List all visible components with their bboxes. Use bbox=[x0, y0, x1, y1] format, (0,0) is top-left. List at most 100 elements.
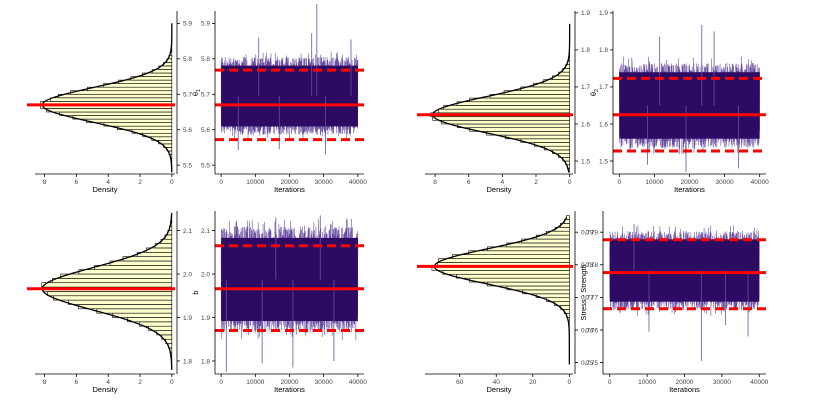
x-tick-label: 20000 bbox=[680, 179, 698, 186]
y-tick-label: 1.5 bbox=[599, 158, 608, 165]
x-tick-label: 2 bbox=[138, 379, 142, 386]
y-tick-label: 1.9 bbox=[599, 10, 608, 17]
y-tick-label: 0.78 bbox=[581, 262, 594, 269]
histogram-bar bbox=[60, 273, 173, 279]
histogram-bar bbox=[469, 97, 570, 103]
trace-core bbox=[609, 239, 760, 302]
y-axis-title-subscript: 2 bbox=[594, 89, 600, 92]
x-tick-label: 20 bbox=[529, 379, 537, 386]
histogram-bar bbox=[442, 270, 570, 275]
histogram-bar bbox=[78, 269, 173, 275]
x-tick-label: 30000 bbox=[315, 379, 333, 386]
histogram-bar bbox=[432, 116, 570, 121]
histogram-bar bbox=[86, 118, 173, 123]
density-curve bbox=[41, 213, 173, 370]
histogram-bar bbox=[67, 299, 173, 305]
x-tick-label: 0 bbox=[608, 379, 612, 386]
trace-panel: 0 10000 20000 30000 40000 1.5 1.6 1.7 1.8 1.9 Iter… bbox=[589, 10, 769, 194]
histogram-bar bbox=[503, 90, 570, 95]
y-axis-title-main: θ bbox=[589, 92, 598, 96]
histogram-bar bbox=[520, 86, 570, 91]
density-panel: 8 6 4 2 0 Density 1.8 1.9 2.0 2.1 bbox=[27, 211, 192, 394]
trace-panel: 0 10000 20000 30000 40000 1.8 1.9 2.0 2.1 Iterati… bbox=[191, 211, 367, 394]
histogram-bar bbox=[118, 79, 173, 84]
y-tick-label: 1.9 bbox=[183, 315, 192, 322]
y-axis-title: Stress - Strength bbox=[579, 264, 588, 320]
histogram-bar bbox=[443, 105, 570, 110]
y-tick-label: 1.6 bbox=[581, 121, 590, 128]
histogram-bar bbox=[53, 295, 173, 301]
trace-panel: 0 10000 20000 30000 40000 5.5 5.6 5.7 5.8 5.9 Iter… bbox=[191, 3, 367, 194]
y-tick-label: 0.75 bbox=[585, 360, 598, 367]
x-tick-label: 8 bbox=[433, 179, 437, 186]
x-axis-title: Density bbox=[92, 185, 117, 194]
x-tick-label: 10000 bbox=[645, 179, 663, 186]
density-panel: 8 6 4 2 0 Density 5.5 5.6 5.7 5.8 5.9 bbox=[27, 11, 192, 194]
y-tick-label: 0.77 bbox=[585, 295, 598, 302]
histogram-bar bbox=[468, 250, 570, 255]
histogram-bar bbox=[52, 278, 173, 284]
x-tick-label: 10000 bbox=[638, 379, 656, 386]
y-tick-label: 1.6 bbox=[599, 121, 608, 128]
histogram-bar bbox=[438, 258, 570, 263]
x-tick-label: 10000 bbox=[246, 379, 264, 386]
y-tick-label: 5.5 bbox=[183, 162, 192, 169]
y-axis-title-main: Stress - Strength bbox=[579, 264, 588, 320]
y-tick-label: 2.1 bbox=[183, 228, 192, 235]
x-tick-label: 20000 bbox=[280, 179, 298, 186]
y-tick-label: 5.9 bbox=[183, 21, 192, 28]
y-tick-label: 5.9 bbox=[201, 21, 210, 28]
x-tick-label: 0 bbox=[618, 179, 622, 186]
density-panel: 60 40 20 0 Density 0.75 0.76 0.77 0.78 0.79 bbox=[417, 211, 594, 394]
x-tick-label: 2 bbox=[138, 179, 142, 186]
x-tick-label: 6 bbox=[467, 179, 471, 186]
histogram-bar bbox=[103, 122, 173, 127]
x-axis-title: Density bbox=[486, 185, 511, 194]
y-tick-label: 0.76 bbox=[581, 327, 594, 334]
histogram-bar bbox=[469, 127, 570, 132]
histogram-bar bbox=[87, 86, 173, 92]
histogram-bar bbox=[41, 282, 173, 288]
y-tick-label: 1.5 bbox=[581, 158, 590, 165]
histogram-bar bbox=[78, 304, 173, 310]
histogram-bar bbox=[486, 281, 570, 287]
y-tick-label: 0.76 bbox=[585, 327, 598, 334]
histogram-bar bbox=[72, 115, 173, 120]
trace-line-edges bbox=[220, 51, 359, 141]
x-tick-label: 20000 bbox=[280, 379, 298, 386]
x-axis-title: Iterations bbox=[669, 385, 700, 394]
y-tick-label: 5.8 bbox=[201, 56, 210, 63]
x-axis-title: Iterations bbox=[674, 185, 705, 194]
y-tick-label: 0.77 bbox=[581, 295, 594, 302]
y-tick-label: 1.8 bbox=[183, 358, 192, 365]
x-tick-label: 2 bbox=[534, 179, 538, 186]
histogram-bar bbox=[50, 97, 173, 102]
histogram-bar bbox=[452, 254, 570, 259]
x-tick-label: 40000 bbox=[349, 379, 367, 386]
x-tick-label: 0 bbox=[170, 379, 174, 386]
histogram-bar bbox=[109, 260, 173, 266]
histogram-bar bbox=[456, 101, 570, 106]
y-axis-title: θ1 bbox=[191, 89, 202, 96]
histogram-bar bbox=[440, 119, 570, 125]
trace-core bbox=[221, 237, 358, 321]
y-tick-label: 1.8 bbox=[201, 358, 210, 365]
y-tick-label: 5.6 bbox=[183, 127, 192, 134]
x-tick-label: 30000 bbox=[315, 179, 333, 186]
histogram-bar bbox=[487, 246, 570, 252]
histogram-bar bbox=[566, 215, 570, 220]
x-tick-label: 40000 bbox=[349, 179, 367, 186]
y-tick-label: 1.9 bbox=[201, 315, 210, 322]
y-tick-label: 0.78 bbox=[585, 262, 598, 269]
histogram-bar bbox=[456, 273, 570, 279]
histogram-bar bbox=[46, 108, 173, 113]
x-tick-label: 40000 bbox=[750, 379, 768, 386]
y-tick-label: 1.7 bbox=[599, 84, 608, 91]
trace-core bbox=[221, 65, 358, 127]
y-tick-label: 5.7 bbox=[201, 92, 210, 99]
x-tick-label: 30000 bbox=[713, 379, 731, 386]
x-tick-label: 40000 bbox=[751, 179, 769, 186]
histogram-bar bbox=[469, 277, 570, 283]
histogram-bar bbox=[96, 308, 173, 314]
x-axis-title: Iterations bbox=[274, 185, 305, 194]
